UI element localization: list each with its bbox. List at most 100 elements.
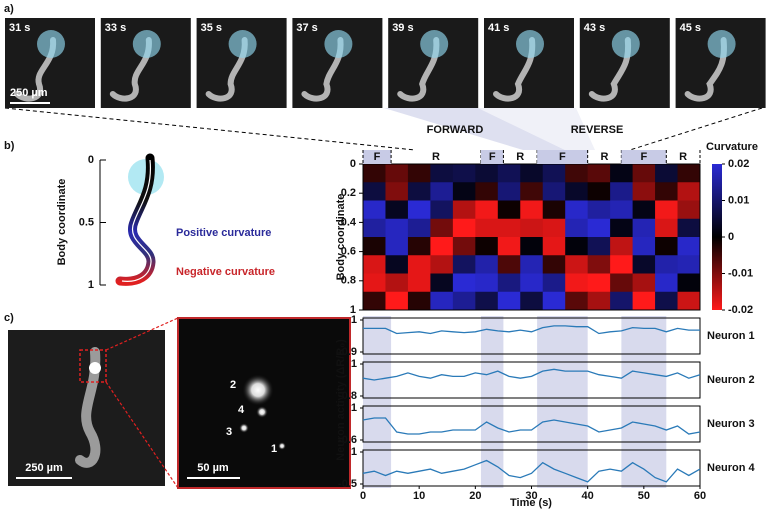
y-tick-label: 1 [351, 402, 357, 414]
heatmap-cell [565, 218, 589, 238]
heatmap-cell [632, 164, 656, 183]
legend-text: Positive curvature [176, 227, 271, 239]
heatmap-cell [610, 164, 634, 183]
heatmap-cell [452, 237, 476, 256]
y-tick-label: 0 [350, 158, 356, 170]
heatmap-cell [407, 255, 431, 274]
heatmap-cell [520, 182, 544, 201]
heatmap-cell [520, 200, 544, 220]
heatmap-cell [430, 255, 454, 274]
heatmap-cell [610, 291, 634, 311]
state-label: F [489, 151, 496, 163]
heatmap-cell [565, 255, 589, 274]
heatmap-cell [632, 255, 656, 274]
heatmap-cell [475, 291, 499, 311]
y-tick-label: -0.5 [338, 478, 357, 490]
state-label: F [374, 151, 381, 163]
heatmap-cell [677, 200, 701, 220]
trace [362, 459, 701, 483]
state-label: R [679, 151, 687, 163]
heatmap-cell [363, 237, 386, 256]
frame-time: 43 s [584, 22, 605, 34]
heatmap-cell [542, 218, 566, 238]
objective-spot [611, 30, 640, 58]
heatmap-cell [587, 182, 611, 201]
connector [629, 107, 763, 151]
tick-label: 0 [88, 154, 94, 166]
heatmap-cell [632, 237, 656, 256]
heatmap-cell [363, 164, 386, 183]
y-tick-label: 1 [351, 358, 357, 370]
heatmap-cell [363, 291, 386, 311]
heatmap-cell [565, 182, 589, 201]
y-axis-label: Neuron activity (ΔR/R₀) [335, 339, 347, 461]
heatmap-cell [655, 218, 679, 238]
heatmap-cell [407, 273, 431, 293]
scale-label: 250 µm [25, 462, 63, 474]
heatmap-cell [655, 182, 679, 201]
heatmap-cell [452, 273, 476, 293]
state-shade [480, 316, 504, 488]
state-label: R [432, 151, 440, 163]
y-tick-label: 0.8 [341, 275, 356, 287]
heatmap-cell [452, 200, 476, 220]
heatmap-cell [542, 200, 566, 220]
heatmap-cell [475, 200, 499, 220]
worm-midline [121, 159, 152, 282]
heatmap-cell [565, 237, 589, 256]
frame-time: 39 s [392, 22, 413, 34]
y-tick-label: -0.6 [338, 434, 357, 446]
axis-label: Body coordinate [56, 179, 68, 266]
neuron-id: 3 [226, 426, 232, 438]
heatmap-cell [520, 273, 544, 293]
heatmap-cell [363, 200, 386, 220]
y-tick-label: 1 [351, 314, 357, 326]
heatmap-cell [363, 218, 386, 238]
x-tick-label: 10 [413, 490, 425, 502]
x-tick-label: 50 [638, 490, 650, 502]
heatmap-cell [497, 237, 521, 256]
state-label: F [640, 151, 647, 163]
heatmap-cell [655, 164, 679, 183]
plot-frame [362, 317, 701, 355]
y-tick-label: 1 [350, 304, 356, 316]
connector [4, 107, 416, 151]
neuron-id: 2 [230, 379, 236, 391]
behavior-label: REVERSE [571, 124, 624, 136]
frame-time: 33 s [105, 22, 126, 34]
zoom-box [79, 349, 107, 383]
heatmap-cell [632, 273, 656, 293]
x-tick-label: 40 [582, 490, 594, 502]
heatmap-cell [520, 218, 544, 238]
objective-spot [420, 30, 449, 58]
heatmap-cell [565, 273, 589, 293]
heatmap-cell [520, 237, 544, 256]
heatmap-cell [475, 164, 499, 183]
heatmap-cell [655, 255, 679, 274]
trace [362, 417, 701, 435]
state-band [363, 150, 392, 164]
heatmap-cell [430, 218, 454, 238]
heatmap-cell [452, 255, 476, 274]
state-label: R [601, 151, 609, 163]
heatmap-cell [587, 200, 611, 220]
state-shade [621, 316, 667, 488]
frame-time: 31 s [9, 22, 30, 34]
heatmap-cell [655, 237, 679, 256]
heatmap-cell [363, 273, 386, 293]
legend-text: Negative curvature [176, 266, 275, 278]
heatmap-cell [407, 164, 431, 183]
objective-spot [707, 30, 736, 58]
series-label: Neuron 3 [707, 418, 755, 430]
heatmap-cell [565, 200, 589, 220]
scale-label: 250 µm [10, 87, 48, 99]
objective-spot [324, 30, 353, 58]
heatmap-cell [452, 291, 476, 311]
heatmap-cell [430, 164, 454, 183]
heatmap-cell [430, 291, 454, 311]
neuron-glow [256, 406, 268, 418]
frame-time: 45 s [680, 22, 701, 34]
state-label: R [516, 151, 524, 163]
y-tick-label: -0.9 [338, 346, 357, 358]
heatmap-cell [610, 182, 634, 201]
